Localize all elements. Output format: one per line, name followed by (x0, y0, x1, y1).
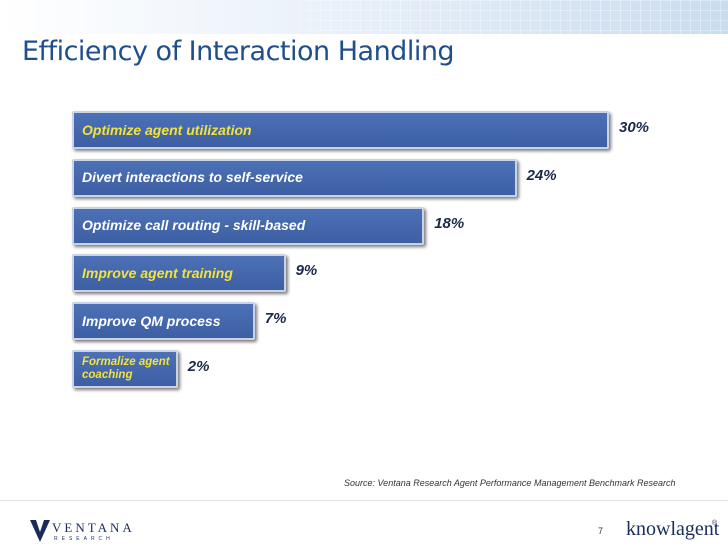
bar: Optimize agent utilization (72, 111, 609, 149)
footer-divider (0, 500, 728, 501)
bar: Divert interactions to self-service (72, 158, 517, 197)
bar: Improve agent training (72, 254, 286, 293)
source-note: Source: Ventana Research Agent Performan… (344, 478, 676, 488)
value-label: 24% (526, 166, 557, 184)
page-number: 7 (598, 526, 604, 536)
header-pattern (300, 0, 728, 34)
logo-text: knowlagent (626, 518, 720, 540)
value-label: 7% (264, 310, 287, 328)
logo-mark: ® (712, 520, 718, 527)
value-label: 30% (619, 119, 650, 136)
bar-label: Formalize agent coaching (82, 356, 170, 381)
bar-label: Divert interactions to self-service (82, 169, 303, 186)
chart-title: Efficiency of Interaction Handling (22, 36, 455, 67)
logo-icon (30, 520, 50, 542)
header-band (0, 0, 728, 34)
bar-label: Optimize agent utilization (82, 121, 252, 138)
value-label: 9% (295, 262, 318, 280)
bar: Optimize call routing - skill-based (72, 206, 425, 245)
bar-label: Improve agent training (82, 264, 233, 281)
bar: Improve QM process (72, 302, 255, 341)
logo-subtext: RESEARCH (54, 536, 114, 542)
logo-text: VENTANA (52, 520, 135, 535)
bar: Formalize agent coaching (72, 350, 178, 388)
value-label: 2% (187, 358, 210, 375)
bar-label: Optimize call routing - skill-based (82, 217, 306, 234)
value-label: 18% (434, 214, 465, 232)
bar-label: Improve QM process (82, 312, 221, 329)
